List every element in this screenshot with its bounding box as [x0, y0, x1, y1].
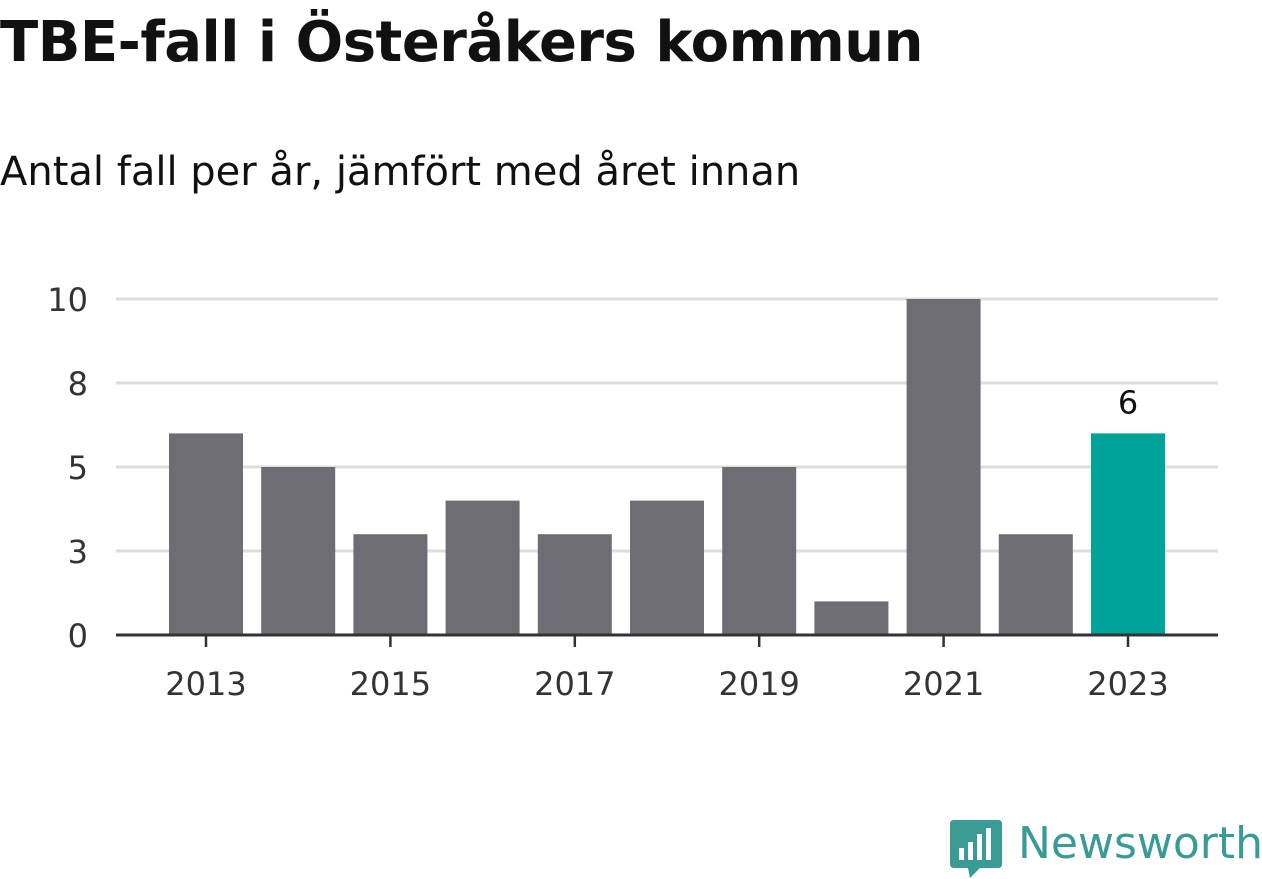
- chart-title: TBE-fall i Österåkers kommun: [0, 10, 924, 75]
- y-tick-label: 8: [68, 365, 88, 403]
- bars: [169, 299, 1165, 635]
- y-tick-label: 0: [68, 617, 88, 655]
- bar-2016: [445, 500, 520, 635]
- y-tick-label: 3: [68, 533, 88, 571]
- bar-2015: [353, 534, 428, 635]
- x-tick-label: 2023: [1087, 665, 1168, 703]
- x-tick-label: 2013: [165, 665, 246, 703]
- bar-2018: [630, 500, 704, 635]
- newsworthy-logo-icon: [950, 820, 1002, 878]
- bar-2013: [169, 433, 243, 635]
- brand: Newsworthy: [950, 818, 1262, 878]
- bar-2019: [722, 467, 797, 635]
- bar-2022: [998, 534, 1073, 635]
- y-tick-label: 5: [68, 449, 88, 487]
- x-tick-label: 2015: [350, 665, 431, 703]
- x-tick-label: 2021: [903, 665, 984, 703]
- bar-2020: [814, 601, 889, 635]
- x-tick-label: 2019: [718, 665, 799, 703]
- y-tick-label: 10: [47, 281, 88, 319]
- bar-2023: [1091, 433, 1165, 635]
- brand-name: Newsworthy: [1018, 818, 1262, 869]
- bar-2017: [537, 534, 612, 635]
- bar-chart: 6 0 3 5 8 10 2013 2015 2017 2019 2021 2023: [47, 281, 1218, 703]
- bar-2014: [261, 467, 336, 635]
- x-tick-label: 2017: [534, 665, 615, 703]
- data-labels: 6: [1118, 383, 1138, 421]
- axes: 0 3 5 8 10 2013 2015 2017 2019 2021 2023: [47, 281, 1218, 703]
- chart-subtitle: Antal fall per år, jämfört med året inna…: [0, 149, 801, 195]
- data-label: 6: [1118, 383, 1138, 421]
- bar-2021: [906, 299, 981, 635]
